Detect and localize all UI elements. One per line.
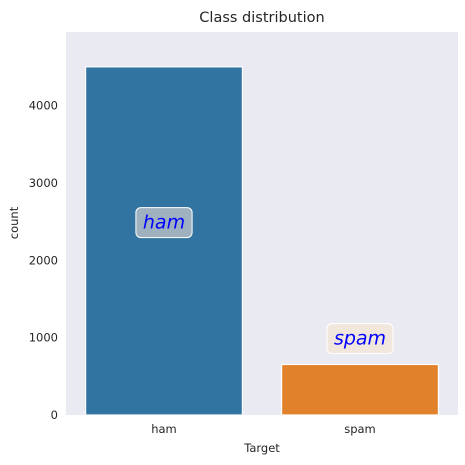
y-tick-label: 4000 (29, 99, 58, 113)
annotation-box (326, 323, 394, 355)
y-tick-label: 0 (51, 408, 58, 422)
annotation-label: ham (143, 212, 185, 234)
y-tick-label: 3000 (29, 176, 58, 190)
x-tick-label: ham (151, 422, 177, 436)
annotation-ham: ham (135, 207, 193, 239)
annotation-label: spam (334, 328, 386, 350)
annotation-spam: spam (326, 323, 394, 355)
x-tick-label: spam (344, 422, 376, 436)
annotation-box (135, 207, 193, 239)
y-tick-label: 1000 (29, 331, 58, 345)
bar-spam (281, 363, 440, 416)
bar-ham (84, 66, 244, 416)
x-axis-label: Target (243, 441, 280, 455)
y-axis-label: count (7, 206, 21, 239)
chart-title: Class distribution (199, 10, 324, 26)
y-tick-label: 2000 (29, 253, 58, 267)
